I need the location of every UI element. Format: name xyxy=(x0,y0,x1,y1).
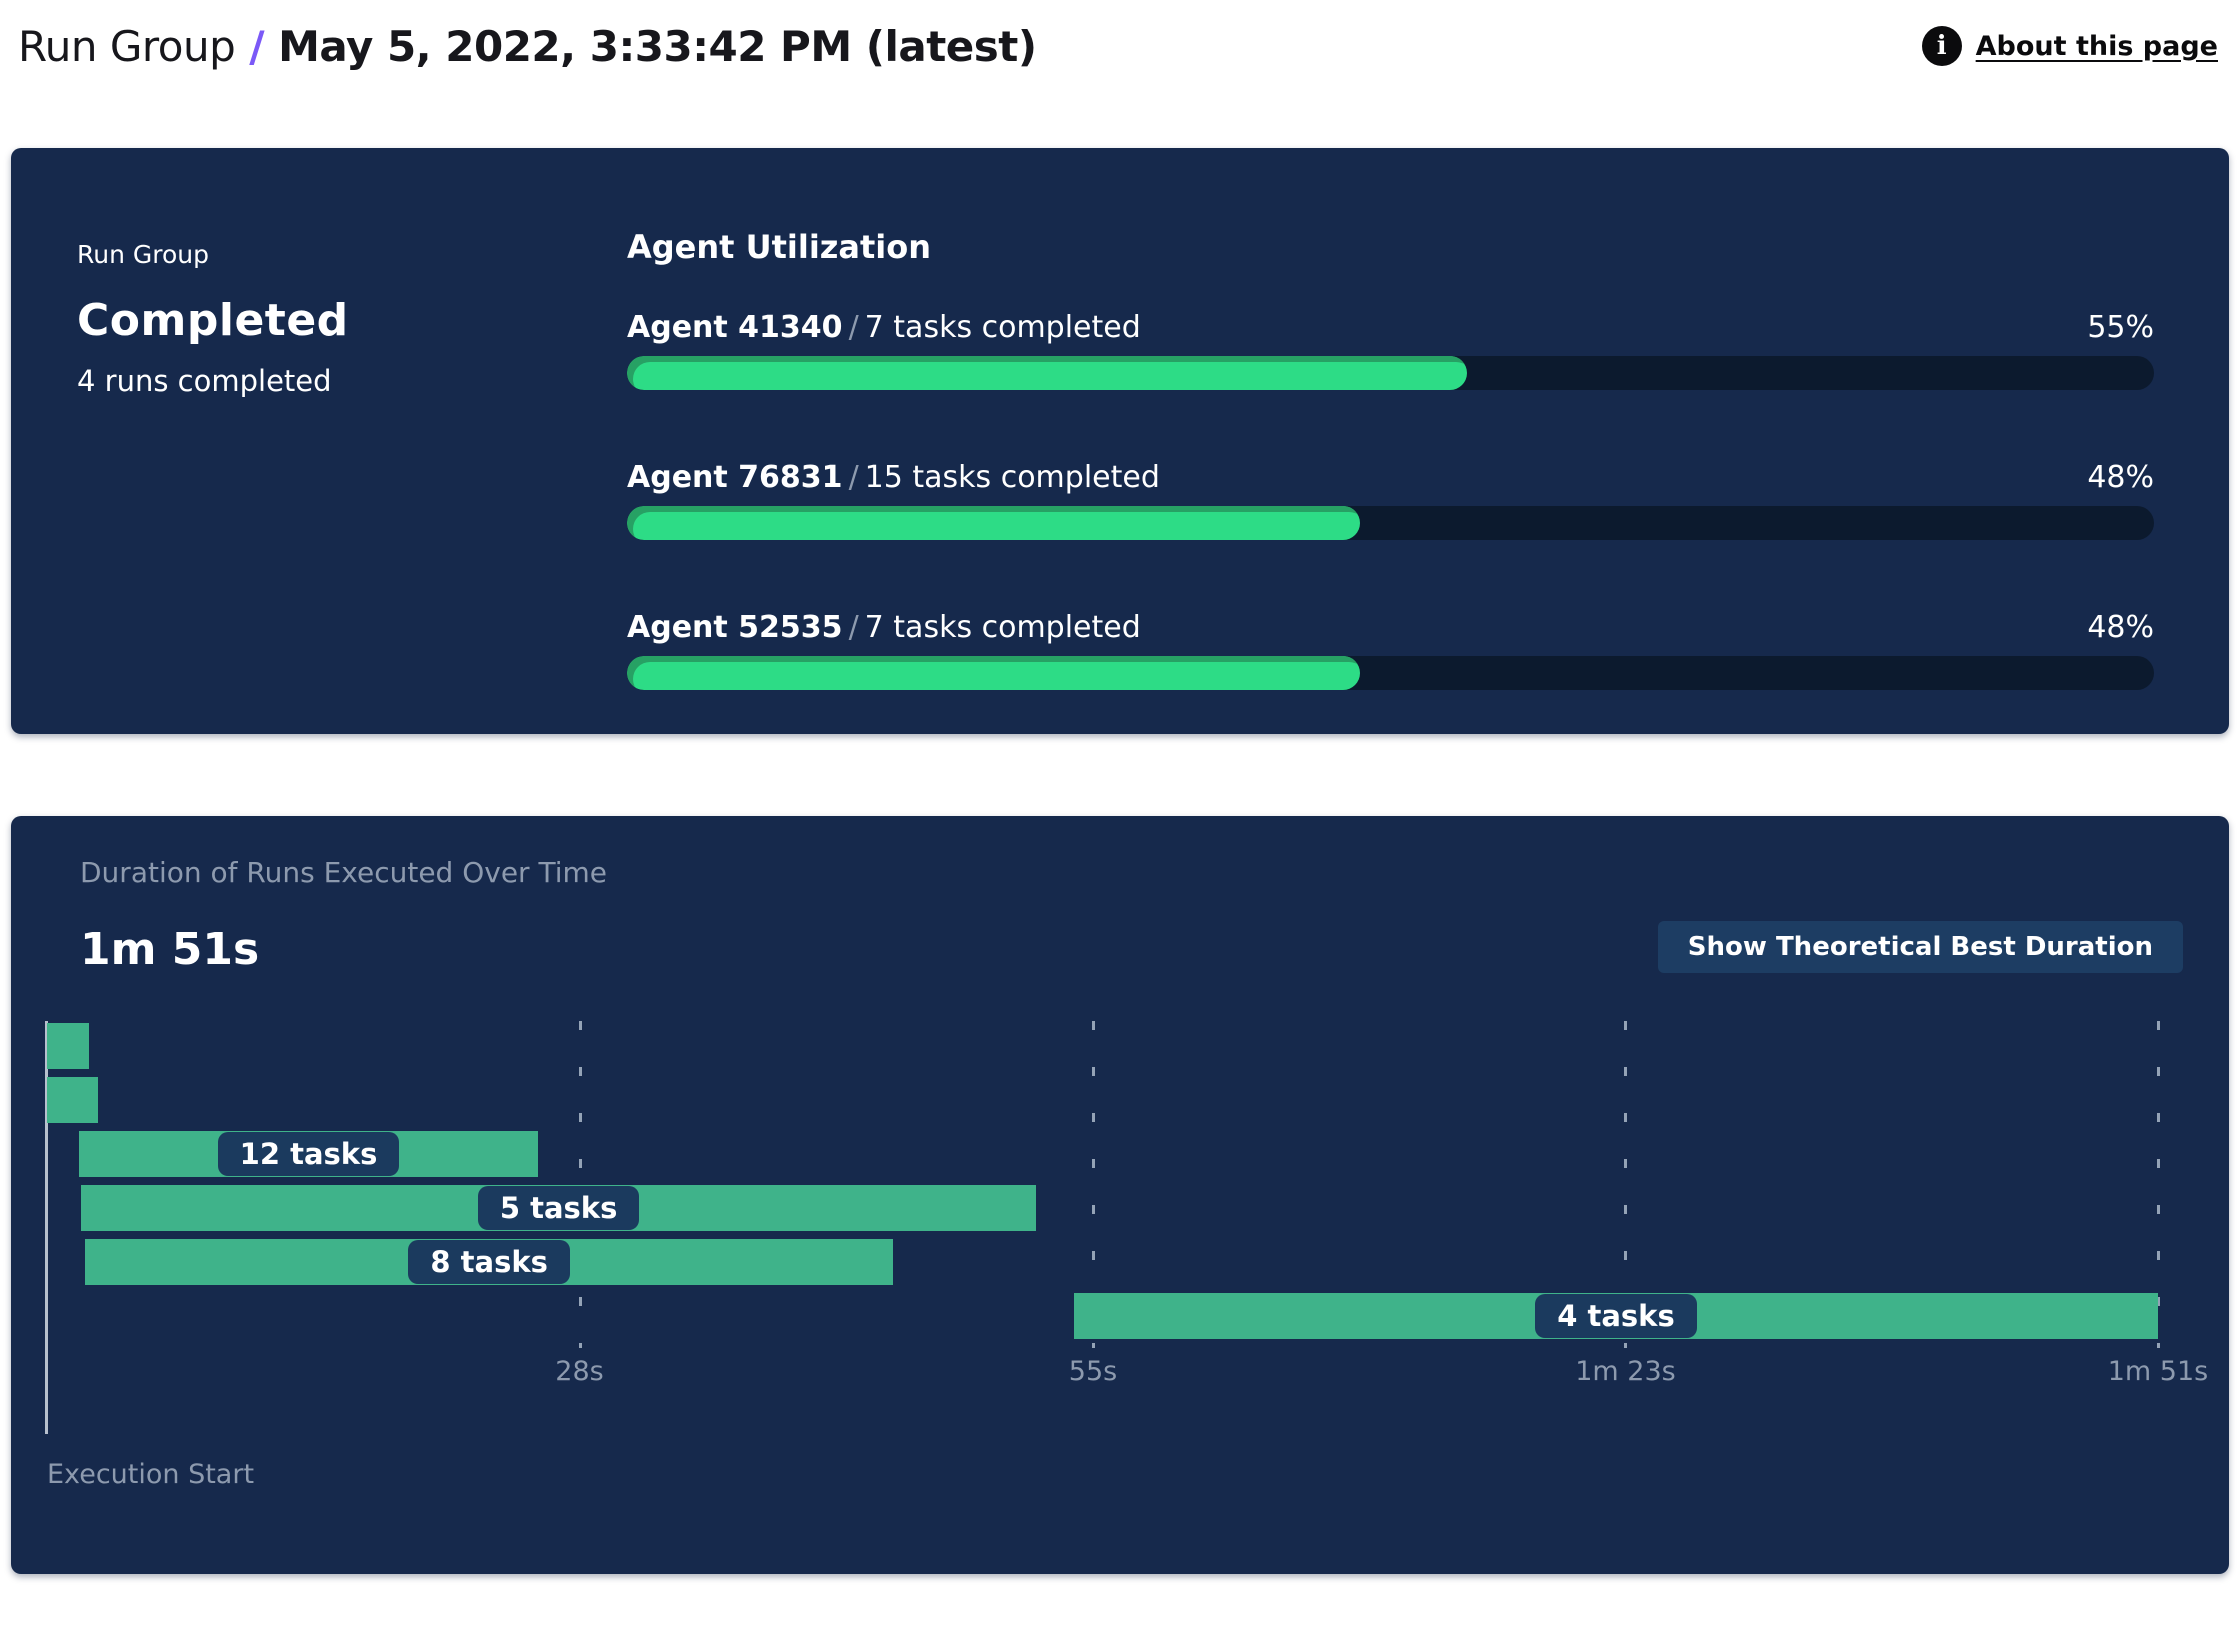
agent-utilization-percent: 48% xyxy=(2087,610,2154,645)
gantt-plot: Execution Start 28s 55s 1m 23s 1m 51s 12 tas… xyxy=(45,1021,2208,1491)
run-bar[interactable]: 8 tasks xyxy=(85,1239,894,1285)
agent-tasks-completed: 7 tasks completed xyxy=(864,610,1141,645)
agent-name: Agent 52535 xyxy=(627,610,843,645)
run-bar[interactable]: 12 tasks xyxy=(79,1131,538,1177)
agent-utilization-title: Agent Utilization xyxy=(627,228,932,266)
breadcrumb: Run Group / May 5, 2022, 3:33:42 PM (lates… xyxy=(18,22,1037,71)
run-group-panel: Run Group Completed 4 runs completed Age… xyxy=(11,148,2229,734)
gridline-1m51s xyxy=(2157,1021,2160,1348)
about-link-label: About this page xyxy=(1975,30,2218,62)
run-bar[interactable] xyxy=(47,1077,99,1123)
gridline-1m23s xyxy=(1624,1021,1628,1348)
x-tick-label: 55s xyxy=(1068,1356,1118,1387)
agent-separator: / xyxy=(848,310,859,345)
runs-completed-count: 4 runs completed xyxy=(77,364,332,398)
execution-start-label: Execution Start xyxy=(47,1459,255,1490)
agent-tasks-completed: 7 tasks completed xyxy=(864,310,1141,345)
total-duration-value: 1m 51s xyxy=(80,924,260,975)
gridline-55s xyxy=(1091,1021,1095,1348)
page-header: Run Group / May 5, 2022, 3:33:42 PM (lates… xyxy=(0,0,2240,76)
status-badge: Completed xyxy=(77,295,349,346)
breadcrumb-run-group[interactable]: Run Group xyxy=(18,21,236,71)
info-icon: i xyxy=(1921,26,1962,66)
agent-name: Agent 41340 xyxy=(627,310,843,345)
run-bar[interactable]: 5 tasks xyxy=(81,1185,1036,1231)
y-axis-line xyxy=(45,1021,48,1434)
task-count-badge: 5 tasks xyxy=(477,1186,640,1230)
about-this-page-link[interactable]: i About this page xyxy=(1921,26,2218,66)
agent-separator: / xyxy=(848,460,859,495)
duration-panel: Duration of Runs Executed Over Time 1m 5… xyxy=(11,816,2229,1574)
run-bar[interactable] xyxy=(47,1023,89,1069)
agent-row: Agent 76831/15 tasks completed 48% xyxy=(627,460,2154,540)
utilization-progress-fill xyxy=(627,356,1467,390)
utilization-progress-fill xyxy=(627,656,1360,690)
run-bar[interactable]: 4 tasks xyxy=(1073,1293,2158,1339)
gridline-28s xyxy=(578,1021,582,1348)
duration-chart-title: Duration of Runs Executed Over Time xyxy=(80,856,607,889)
utilization-progress-track xyxy=(627,656,2154,690)
utilization-progress-track xyxy=(627,506,2154,540)
show-theoretical-best-duration-button[interactable]: Show Theoretical Best Duration xyxy=(1657,921,2183,973)
x-tick-label: 1m 23s xyxy=(1575,1356,1676,1387)
agent-row: Agent 52535/7 tasks completed 48% xyxy=(627,610,2154,690)
run-group-status-card: Run Group Completed 4 runs completed xyxy=(77,148,627,734)
breadcrumb-separator: / xyxy=(249,21,265,71)
agent-name: Agent 76831 xyxy=(627,460,843,495)
x-tick-label: 28s xyxy=(555,1356,604,1387)
utilization-progress-fill xyxy=(627,506,1360,540)
task-count-badge: 8 tasks xyxy=(408,1240,570,1284)
agent-tasks-completed: 15 tasks completed xyxy=(864,460,1160,495)
agent-row: Agent 41340/7 tasks completed 55% xyxy=(627,310,2154,390)
page-title: May 5, 2022, 3:33:42 PM (latest) xyxy=(278,21,1037,71)
x-tick-label: 1m 51s xyxy=(2107,1356,2209,1387)
agent-utilization-percent: 55% xyxy=(2087,310,2154,345)
run-group-label: Run Group xyxy=(77,240,209,269)
agent-separator: / xyxy=(848,610,859,645)
agent-utilization-percent: 48% xyxy=(2087,460,2154,495)
agent-utilization-section: Agent Utilization Agent 41340/7 tasks co… xyxy=(627,148,2154,734)
task-count-badge: 12 tasks xyxy=(217,1132,400,1176)
utilization-progress-track xyxy=(627,356,2154,390)
task-count-badge: 4 tasks xyxy=(1535,1294,1697,1338)
